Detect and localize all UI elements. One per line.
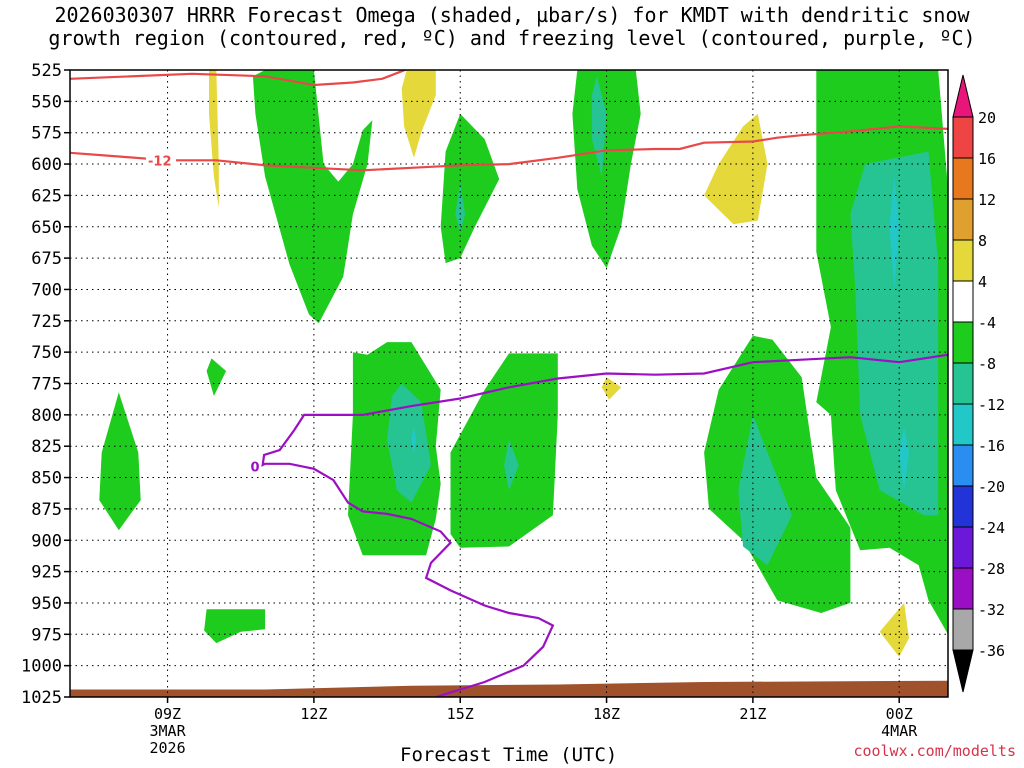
plot-area: -12 0 [70, 70, 948, 697]
colorbar-bin--28-to--32 [952, 567, 974, 610]
y-tick-label-550: 550 [31, 92, 62, 112]
teal-region-21z [738, 414, 792, 566]
y-tick-label-800: 800 [31, 406, 62, 426]
colorbar-label-2: 12 [978, 191, 996, 209]
y-tick-label-825: 825 [31, 437, 62, 457]
cyan-region-23z [889, 176, 900, 290]
yellow-region-10z [209, 70, 219, 208]
y-tick-label-525: 525 [31, 61, 62, 81]
yellow-region-18z [601, 377, 622, 400]
contour-label-freezing: 0 [250, 460, 259, 475]
y-tick-label-850: 850 [31, 469, 62, 489]
terrain-surface [70, 680, 948, 697]
colorbar-label-4: 4 [978, 273, 987, 291]
colorbar-bin--8-to--12 [952, 362, 974, 405]
y-tick-label-600: 600 [31, 155, 62, 175]
colorbar-label-1: 16 [978, 150, 996, 168]
y-tick-label-950: 950 [31, 594, 62, 614]
colorbar-bin--24-to--28 [952, 526, 974, 569]
dgz-upper-contour [70, 70, 408, 87]
green-region-10z-low [204, 609, 266, 644]
colorbar-bin-8-to-4 [952, 239, 974, 282]
teal-region-16z [504, 439, 519, 491]
colorbar-bin--20-to--24 [952, 485, 974, 528]
x-tick-label-21-0: 21Z [739, 705, 766, 723]
colorbar-label-10: -24 [978, 519, 1005, 537]
chart-title-line2: growth region (contoured, red, ºC) and f… [48, 26, 976, 50]
yellow-region-24z [879, 602, 909, 657]
chart-title-line1: 2026030307 HRRR Forecast Omega (shaded, … [54, 3, 970, 27]
x-axis-label: Forecast Time (UTC) [400, 744, 618, 766]
green-region-08z [99, 392, 141, 531]
colorbar-label-8: -16 [978, 437, 1005, 455]
cyan-region-14z [411, 427, 417, 453]
y-tick-label-625: 625 [31, 186, 62, 206]
colorbar-label-3: 8 [978, 232, 987, 250]
green-region-10z-small [206, 358, 227, 396]
colorbar-bin-4-to--4 [952, 280, 974, 323]
colorbar-label-12: -32 [978, 601, 1005, 619]
y-tick-label-775: 775 [31, 375, 62, 395]
colorbar-label-6: -8 [978, 355, 996, 373]
colorbar-bin--12-to--16 [952, 403, 974, 446]
green-region-16z [450, 353, 558, 548]
freezing-level-contour [261, 353, 948, 697]
y-tick-label-675: 675 [31, 249, 62, 269]
green-region-15z [440, 113, 500, 264]
colorbar-bin--32-to--36 [952, 608, 974, 651]
colorbar-bin-20-to-16 [952, 116, 974, 159]
chart-title: 2026030307 HRRR Forecast Omega (shaded, … [0, 4, 1024, 50]
x-tick-label-9-1: 3MAR [149, 722, 186, 740]
y-tick-label-750: 750 [31, 343, 62, 363]
yellow-region-21z [704, 113, 768, 225]
colorbar-bin--4-to--8 [952, 321, 974, 364]
contour-label-bg-dgz [146, 152, 177, 169]
green-region-10z [252, 70, 373, 324]
y-tick-label-650: 650 [31, 218, 62, 238]
x-tick-label-24-0: 00Z [886, 705, 913, 723]
colorbar-label-13: -36 [978, 642, 1005, 660]
colorbar-label-11: -28 [978, 560, 1005, 578]
green-region-21z [704, 335, 851, 613]
credit-text: coolwx.com/modelts [853, 742, 1016, 760]
x-tick-label-18-0: 18Z [593, 705, 620, 723]
y-tick-label-900: 900 [31, 531, 62, 551]
teal-region-24z [850, 151, 939, 516]
colorbar-bin-16-to-12 [952, 157, 974, 200]
colorbar-bin--16-to--20 [952, 444, 974, 487]
colorbar-bin-12-to-8 [952, 198, 974, 241]
x-tick-label-15-0: 15Z [447, 705, 474, 723]
colorbar-label-5: -4 [978, 314, 996, 332]
y-tick-label-725: 725 [31, 312, 62, 332]
x-tick-label-24-1: 4MAR [881, 722, 918, 740]
dgz-lower-contour [70, 125, 948, 172]
x-tick-label-9-0: 09Z [154, 705, 181, 723]
y-tick-label-875: 875 [31, 500, 62, 520]
y-tick-label-1025: 1025 [21, 688, 62, 708]
yellow-region-14z [401, 70, 436, 158]
cyan-region-24z [899, 427, 909, 491]
colorbar-bottom-arrow [952, 649, 974, 693]
y-tick-label-575: 575 [31, 124, 62, 144]
colorbar-top-arrow [952, 74, 974, 118]
teal-region-13z [387, 383, 431, 503]
colorbar-label-7: -12 [978, 396, 1005, 414]
colorbar-label-0: 20 [978, 109, 996, 127]
y-tick-label-1000: 1000 [21, 657, 62, 677]
x-tick-label-9-2: 2026 [149, 739, 185, 757]
y-tick-label-925: 925 [31, 563, 62, 583]
contour-label-dgz: -12 [148, 154, 172, 169]
colorbar-label-9: -20 [978, 478, 1005, 496]
y-tick-label-700: 700 [31, 280, 62, 300]
x-tick-label-12-0: 12Z [300, 705, 327, 723]
y-tick-label-975: 975 [31, 625, 62, 645]
